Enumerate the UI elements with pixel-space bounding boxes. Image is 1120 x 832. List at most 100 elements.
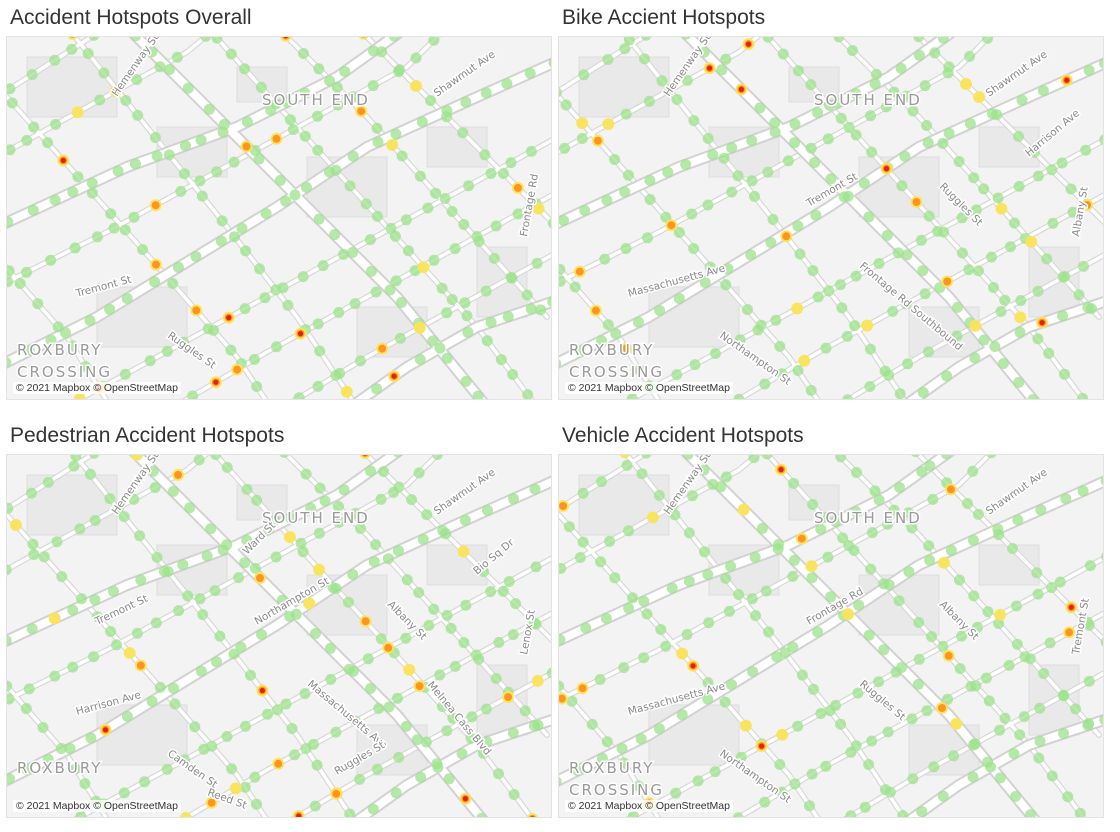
heat-point[interactable] bbox=[609, 154, 621, 165]
hotspot[interactable] bbox=[941, 275, 954, 288]
heat-point[interactable] bbox=[1046, 770, 1058, 782]
heat-point[interactable] bbox=[67, 604, 79, 616]
map-attribution[interactable]: © 2021 Mapbox © OpenStreetMap bbox=[13, 382, 181, 394]
hotspot[interactable] bbox=[180, 811, 192, 817]
heat-point[interactable] bbox=[98, 67, 110, 79]
heat-point[interactable] bbox=[67, 340, 79, 352]
heat-point[interactable] bbox=[241, 483, 253, 495]
heat-point[interactable] bbox=[807, 265, 819, 277]
heat-point[interactable] bbox=[461, 310, 473, 322]
heat-point[interactable] bbox=[812, 291, 824, 303]
heat-point[interactable] bbox=[104, 303, 116, 315]
heat-point[interactable] bbox=[241, 116, 253, 128]
heat-point[interactable] bbox=[699, 546, 710, 558]
heat-point[interactable] bbox=[525, 303, 537, 315]
heat-point[interactable] bbox=[480, 87, 492, 99]
heat-point[interactable] bbox=[878, 644, 890, 656]
heat-point[interactable] bbox=[441, 609, 453, 621]
heat-point[interactable] bbox=[530, 618, 542, 630]
heat-point[interactable] bbox=[577, 487, 589, 499]
heat-point[interactable] bbox=[349, 507, 361, 519]
heat-point[interactable] bbox=[249, 353, 260, 365]
heat-point[interactable] bbox=[1074, 807, 1086, 817]
heat-point[interactable] bbox=[703, 617, 715, 629]
heat-point[interactable] bbox=[1027, 394, 1039, 399]
heat-point[interactable] bbox=[879, 365, 891, 377]
hotspot[interactable] bbox=[739, 719, 752, 732]
heat-point[interactable] bbox=[546, 667, 551, 679]
heat-point[interactable] bbox=[782, 155, 794, 167]
heat-point[interactable] bbox=[980, 672, 992, 684]
hotspot[interactable] bbox=[313, 563, 326, 576]
heat-point[interactable] bbox=[105, 626, 117, 637]
heat-point[interactable] bbox=[459, 514, 471, 526]
heat-point[interactable] bbox=[21, 266, 32, 278]
heat-point[interactable] bbox=[599, 253, 611, 265]
heat-point[interactable] bbox=[1032, 170, 1044, 182]
hotspot[interactable] bbox=[791, 302, 804, 315]
heat-point[interactable] bbox=[167, 278, 179, 289]
heat-point[interactable] bbox=[964, 118, 976, 130]
heat-point[interactable] bbox=[42, 137, 54, 149]
heat-point[interactable] bbox=[574, 345, 586, 357]
heat-point[interactable] bbox=[478, 566, 490, 578]
heat-point[interactable] bbox=[324, 75, 335, 87]
heat-point[interactable] bbox=[852, 687, 864, 699]
heat-point[interactable] bbox=[49, 54, 61, 66]
heat-point[interactable] bbox=[196, 190, 208, 202]
heat-point[interactable] bbox=[239, 63, 251, 75]
heat-point[interactable] bbox=[825, 591, 837, 603]
heat-point[interactable] bbox=[1032, 333, 1044, 345]
heat-point[interactable] bbox=[312, 318, 324, 330]
heat-point[interactable] bbox=[973, 265, 984, 277]
heat-point[interactable] bbox=[221, 731, 233, 742]
heat-point[interactable] bbox=[411, 734, 423, 746]
heat-point[interactable] bbox=[1099, 58, 1103, 69]
hotspot[interactable] bbox=[355, 105, 368, 118]
heat-point[interactable] bbox=[376, 46, 388, 58]
heat-point[interactable] bbox=[421, 509, 433, 521]
heat-point[interactable] bbox=[23, 345, 35, 357]
hotspot[interactable] bbox=[994, 608, 1007, 621]
heat-point[interactable] bbox=[280, 698, 292, 710]
heat-point[interactable] bbox=[457, 127, 469, 139]
heat-point[interactable] bbox=[276, 594, 288, 606]
heat-point[interactable] bbox=[805, 142, 817, 154]
heat-point[interactable] bbox=[28, 549, 40, 560]
heat-point[interactable] bbox=[940, 455, 952, 460]
heat-point[interactable] bbox=[139, 776, 150, 788]
heat-point[interactable] bbox=[131, 74, 143, 86]
heat-point[interactable] bbox=[774, 759, 786, 770]
heat-point[interactable] bbox=[305, 502, 317, 514]
heat-point[interactable] bbox=[618, 757, 630, 769]
heat-point[interactable] bbox=[859, 801, 871, 813]
heat-point[interactable] bbox=[163, 149, 175, 161]
heat-point[interactable] bbox=[1013, 180, 1025, 192]
heat-point[interactable] bbox=[789, 778, 801, 790]
heat-point[interactable] bbox=[671, 369, 683, 381]
hotspot[interactable] bbox=[559, 500, 570, 512]
heat-point[interactable] bbox=[75, 811, 87, 817]
heat-point[interactable] bbox=[726, 142, 738, 154]
heat-point[interactable] bbox=[720, 572, 732, 584]
heat-point[interactable] bbox=[873, 494, 885, 506]
heat-point[interactable] bbox=[161, 345, 173, 357]
heat-point[interactable] bbox=[150, 617, 162, 629]
heat-point[interactable] bbox=[249, 771, 261, 783]
hotspot[interactable] bbox=[742, 38, 755, 51]
heat-point[interactable] bbox=[732, 812, 744, 817]
heat-point[interactable] bbox=[89, 455, 100, 459]
heat-point[interactable] bbox=[994, 724, 1006, 736]
heat-point[interactable] bbox=[822, 133, 834, 145]
heat-point[interactable] bbox=[596, 476, 607, 488]
heat-point[interactable] bbox=[1101, 551, 1103, 562]
heat-point[interactable] bbox=[850, 270, 862, 282]
heat-point[interactable] bbox=[255, 81, 267, 93]
heat-point[interactable] bbox=[74, 523, 86, 535]
heat-point[interactable] bbox=[49, 670, 61, 682]
hotspot[interactable] bbox=[457, 545, 470, 558]
heat-point[interactable] bbox=[734, 334, 746, 346]
heat-point[interactable] bbox=[447, 712, 459, 724]
heat-point[interactable] bbox=[68, 460, 80, 472]
hotspot[interactable] bbox=[459, 792, 472, 805]
